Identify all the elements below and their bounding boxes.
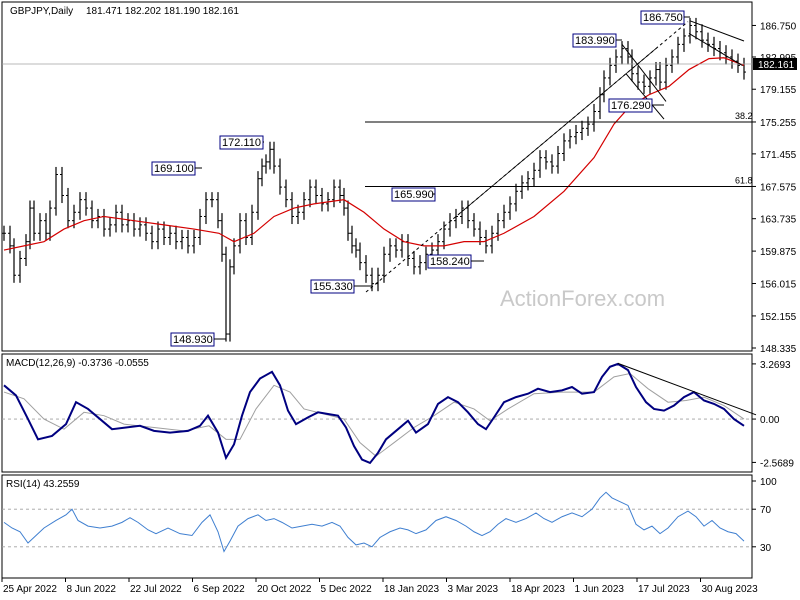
price-label: 165.990	[391, 187, 436, 202]
current-price-label: 182.161	[758, 60, 795, 71]
price-label-text: 165.990	[394, 189, 434, 201]
rsi-tick-label: 30	[760, 543, 772, 554]
price-label: 148.930	[170, 332, 226, 347]
x-tick-label: 3 Mar 2023	[448, 584, 499, 595]
price-tick-label: 186.750	[760, 21, 797, 32]
price-label-text: 169.100	[154, 163, 194, 175]
price-tick-label: 171.455	[760, 150, 797, 161]
annotations: 38.2 61.8 169.100 172.110 148.930 165.990 155.…	[151, 10, 753, 347]
x-tick-label: 17 Jul 2023	[638, 584, 690, 595]
lower-trendline	[688, 33, 743, 66]
price-tick-label: 156.015	[760, 280, 797, 291]
price-label: 169.100	[151, 161, 202, 176]
fib-level-label: 38.2	[735, 111, 753, 121]
x-tick-label: 5 Dec 2022	[321, 584, 373, 595]
x-tick-label: 8 Jun 2022	[67, 584, 117, 595]
macd-title: MACD(12,26,9) -0.3736 -0.0555	[6, 358, 149, 369]
price-label-text: 148.930	[173, 334, 213, 346]
macd-signal-line	[3, 372, 745, 457]
axis-labels: 182.161 186.750 182.995 179.155 175.255 171.4…	[1, 21, 797, 595]
wave-line-1	[621, 44, 667, 102]
x-tick-label: 25 Apr 2022	[3, 584, 57, 595]
price-tick-label: 148.335	[760, 344, 797, 355]
price-label-text: 155.330	[313, 281, 353, 293]
price-tick-label: 159.875	[760, 247, 797, 258]
price-tick-label: 163.735	[760, 215, 797, 226]
watermark: ActionForex.com	[500, 286, 665, 311]
symbol-label: GBPJPY,Daily	[10, 6, 73, 17]
x-tick-label: 1 Jun 2023	[575, 584, 625, 595]
price-plot	[2, 17, 752, 342]
upper-trendline	[689, 20, 745, 42]
price-tick-label: 175.255	[760, 118, 797, 129]
rsi-tick-label: 100	[760, 477, 777, 488]
rsi-title: RSI(14) 43.2559	[6, 479, 80, 490]
macd-trendline	[617, 362, 757, 416]
price-label: 176.290	[608, 98, 664, 113]
macd-tick-label: -2.5689	[760, 458, 794, 469]
sma-line	[3, 57, 745, 251]
price-label-text: 158.240	[430, 256, 470, 268]
fib-level-label: 61.8	[735, 175, 753, 185]
x-tick-label: 18 Jan 2023	[384, 584, 439, 595]
price-tick-label: 179.155	[760, 85, 797, 96]
x-tick-label: 22 Jul 2022	[130, 584, 182, 595]
price-tick-label: 182.995	[760, 53, 797, 64]
channel-upper-line	[457, 46, 659, 216]
x-tick-label: 18 Apr 2023	[511, 584, 565, 595]
rsi-line	[3, 491, 745, 553]
x-tick-label: 6 Sep 2022	[194, 584, 246, 595]
current-price-marker	[753, 57, 797, 70]
price-label-text: 183.990	[575, 35, 615, 47]
price-label: 186.750	[640, 10, 690, 25]
price-label-text: 176.290	[611, 100, 651, 112]
price-label: 155.330	[310, 279, 372, 294]
macd-plot	[2, 362, 757, 465]
price-label-text: 172.110	[222, 137, 261, 149]
x-tick-label: 20 Oct 2022	[257, 584, 312, 595]
price-label: 172.110	[219, 135, 264, 150]
rsi-tick-label: 70	[760, 505, 772, 516]
rsi-plot	[2, 491, 752, 553]
price-panel-frame	[1, 1, 753, 352]
price-label: 183.990	[572, 33, 622, 48]
price-tick-label: 167.575	[760, 182, 797, 193]
ohlc-values: 181.471 182.202 181.190 182.161	[86, 6, 239, 17]
macd-tick-label: 3.2693	[760, 360, 791, 371]
price-tick-label: 152.155	[760, 312, 797, 323]
rsi-panel-frame	[1, 474, 753, 579]
macd-tick-label: 0.00	[760, 415, 780, 426]
price-label-text: 186.750	[643, 12, 683, 24]
price-label: 158.240	[427, 254, 484, 269]
x-tick-label: 30 Aug 2023	[702, 584, 759, 595]
macd-line	[3, 362, 745, 465]
wave-line-2	[625, 73, 665, 120]
